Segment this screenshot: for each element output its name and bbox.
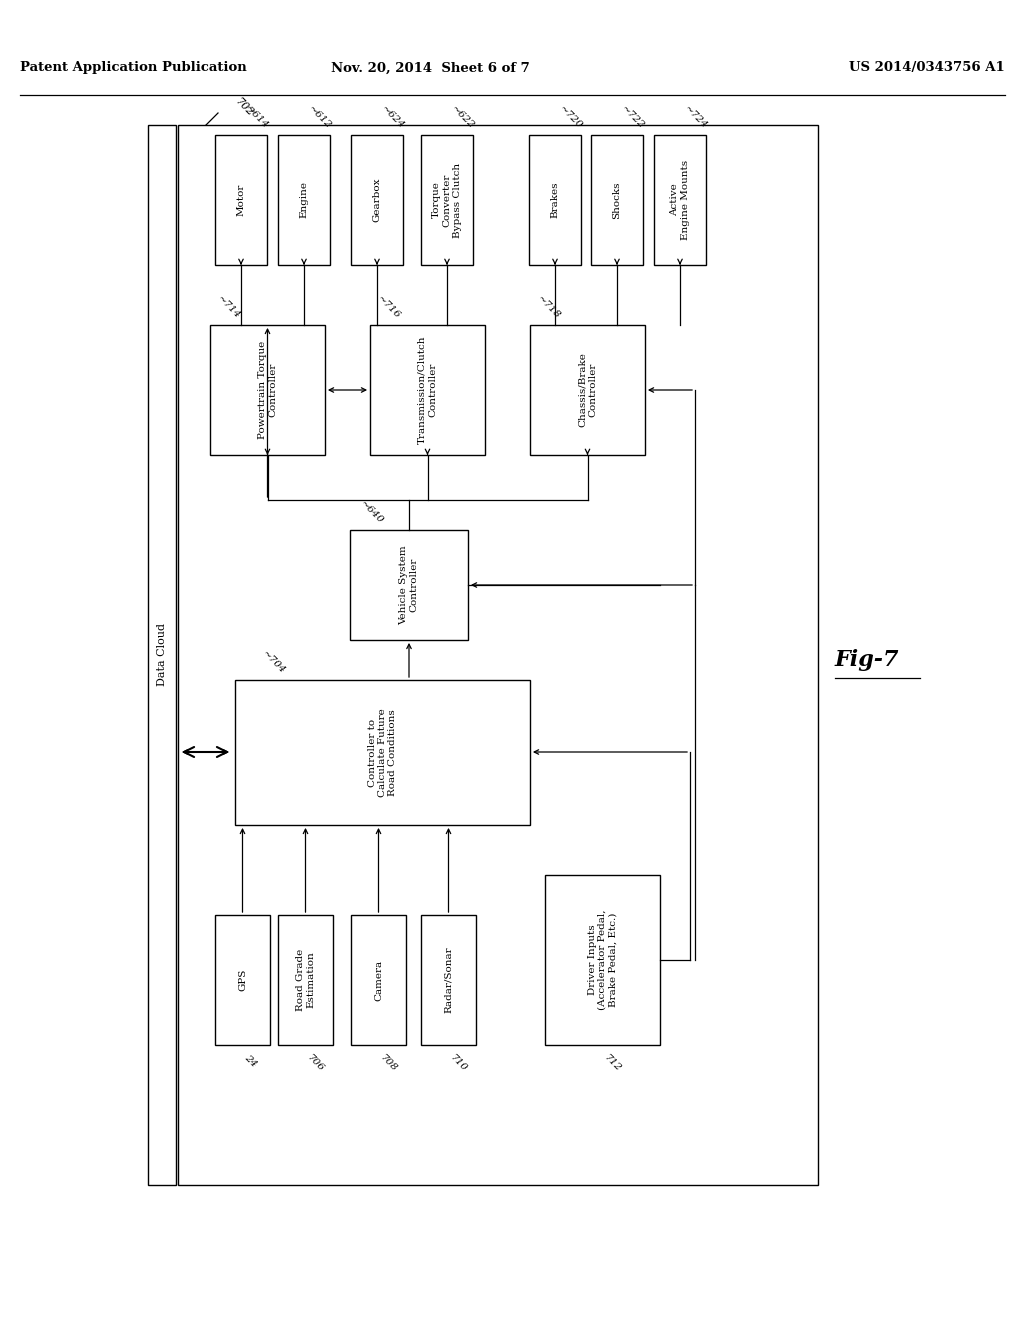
Bar [178, 125, 818, 1185]
Text: ~716: ~716 [375, 294, 401, 321]
Bar [234, 680, 530, 825]
Bar [215, 915, 270, 1045]
Text: Road Grade
Estimation: Road Grade Estimation [296, 949, 315, 1011]
Text: Gearbox: Gearbox [373, 178, 382, 222]
Bar [421, 135, 473, 265]
Bar [350, 531, 468, 640]
Text: Radar/Sonar: Radar/Sonar [444, 946, 453, 1014]
Text: Data Cloud: Data Cloud [157, 623, 167, 686]
Text: Powertrain Torque
Controller: Powertrain Torque Controller [258, 341, 278, 440]
Bar [421, 915, 476, 1045]
Text: ~614: ~614 [243, 104, 269, 131]
Text: 712: 712 [602, 1053, 623, 1073]
Text: ~720: ~720 [557, 104, 584, 131]
Bar [215, 135, 267, 265]
Bar [654, 135, 706, 265]
Text: Chassis/Brake
Controller: Chassis/Brake Controller [578, 352, 597, 428]
Text: GPS: GPS [238, 969, 247, 991]
Text: 710: 710 [449, 1053, 469, 1073]
Text: Camera: Camera [374, 960, 383, 1001]
Bar [210, 325, 325, 455]
Bar [591, 135, 643, 265]
Text: Nov. 20, 2014  Sheet 6 of 7: Nov. 20, 2014 Sheet 6 of 7 [331, 62, 529, 74]
Text: ~714: ~714 [215, 294, 242, 321]
Text: Patent Application Publication: Patent Application Publication [20, 62, 247, 74]
Text: Active
Engine Mounts: Active Engine Mounts [671, 160, 690, 240]
Text: Controller to
Calculate Future
Road Conditions: Controller to Calculate Future Road Cond… [368, 708, 397, 797]
Text: Shocks: Shocks [612, 181, 622, 219]
Text: Transmission/Clutch
Controller: Transmission/Clutch Controller [418, 335, 437, 445]
Text: ~612: ~612 [306, 104, 333, 131]
Text: Vehicle System
Controller: Vehicle System Controller [399, 545, 419, 624]
Text: ~718: ~718 [535, 294, 561, 321]
Text: Motor: Motor [237, 183, 246, 216]
Text: ~622: ~622 [449, 104, 475, 131]
Bar [278, 915, 333, 1045]
Text: ~624: ~624 [379, 104, 406, 131]
Text: ~704: ~704 [260, 649, 287, 676]
Bar [545, 875, 660, 1045]
Text: 708: 708 [379, 1053, 399, 1073]
Text: ~724: ~724 [682, 104, 709, 131]
Text: 702: 702 [233, 96, 255, 117]
Bar [351, 135, 403, 265]
Text: Fig-7: Fig-7 [835, 649, 899, 671]
Bar [530, 325, 645, 455]
Text: ~640: ~640 [358, 499, 385, 525]
Text: ~722: ~722 [618, 104, 645, 131]
Text: Driver Inputs
(Accelerator Pedal,
Brake Pedal, Etc.): Driver Inputs (Accelerator Pedal, Brake … [588, 909, 617, 1010]
Text: 24: 24 [243, 1053, 258, 1069]
Text: Torque
Converter
Bypass Clutch: Torque Converter Bypass Clutch [432, 162, 462, 238]
Bar [529, 135, 581, 265]
Bar [148, 125, 176, 1185]
Bar [370, 325, 485, 455]
Text: 706: 706 [305, 1053, 326, 1073]
Bar [278, 135, 330, 265]
Bar [351, 915, 406, 1045]
Text: Engine: Engine [299, 181, 308, 219]
Text: US 2014/0343756 A1: US 2014/0343756 A1 [849, 62, 1005, 74]
Text: Brakes: Brakes [551, 182, 559, 218]
